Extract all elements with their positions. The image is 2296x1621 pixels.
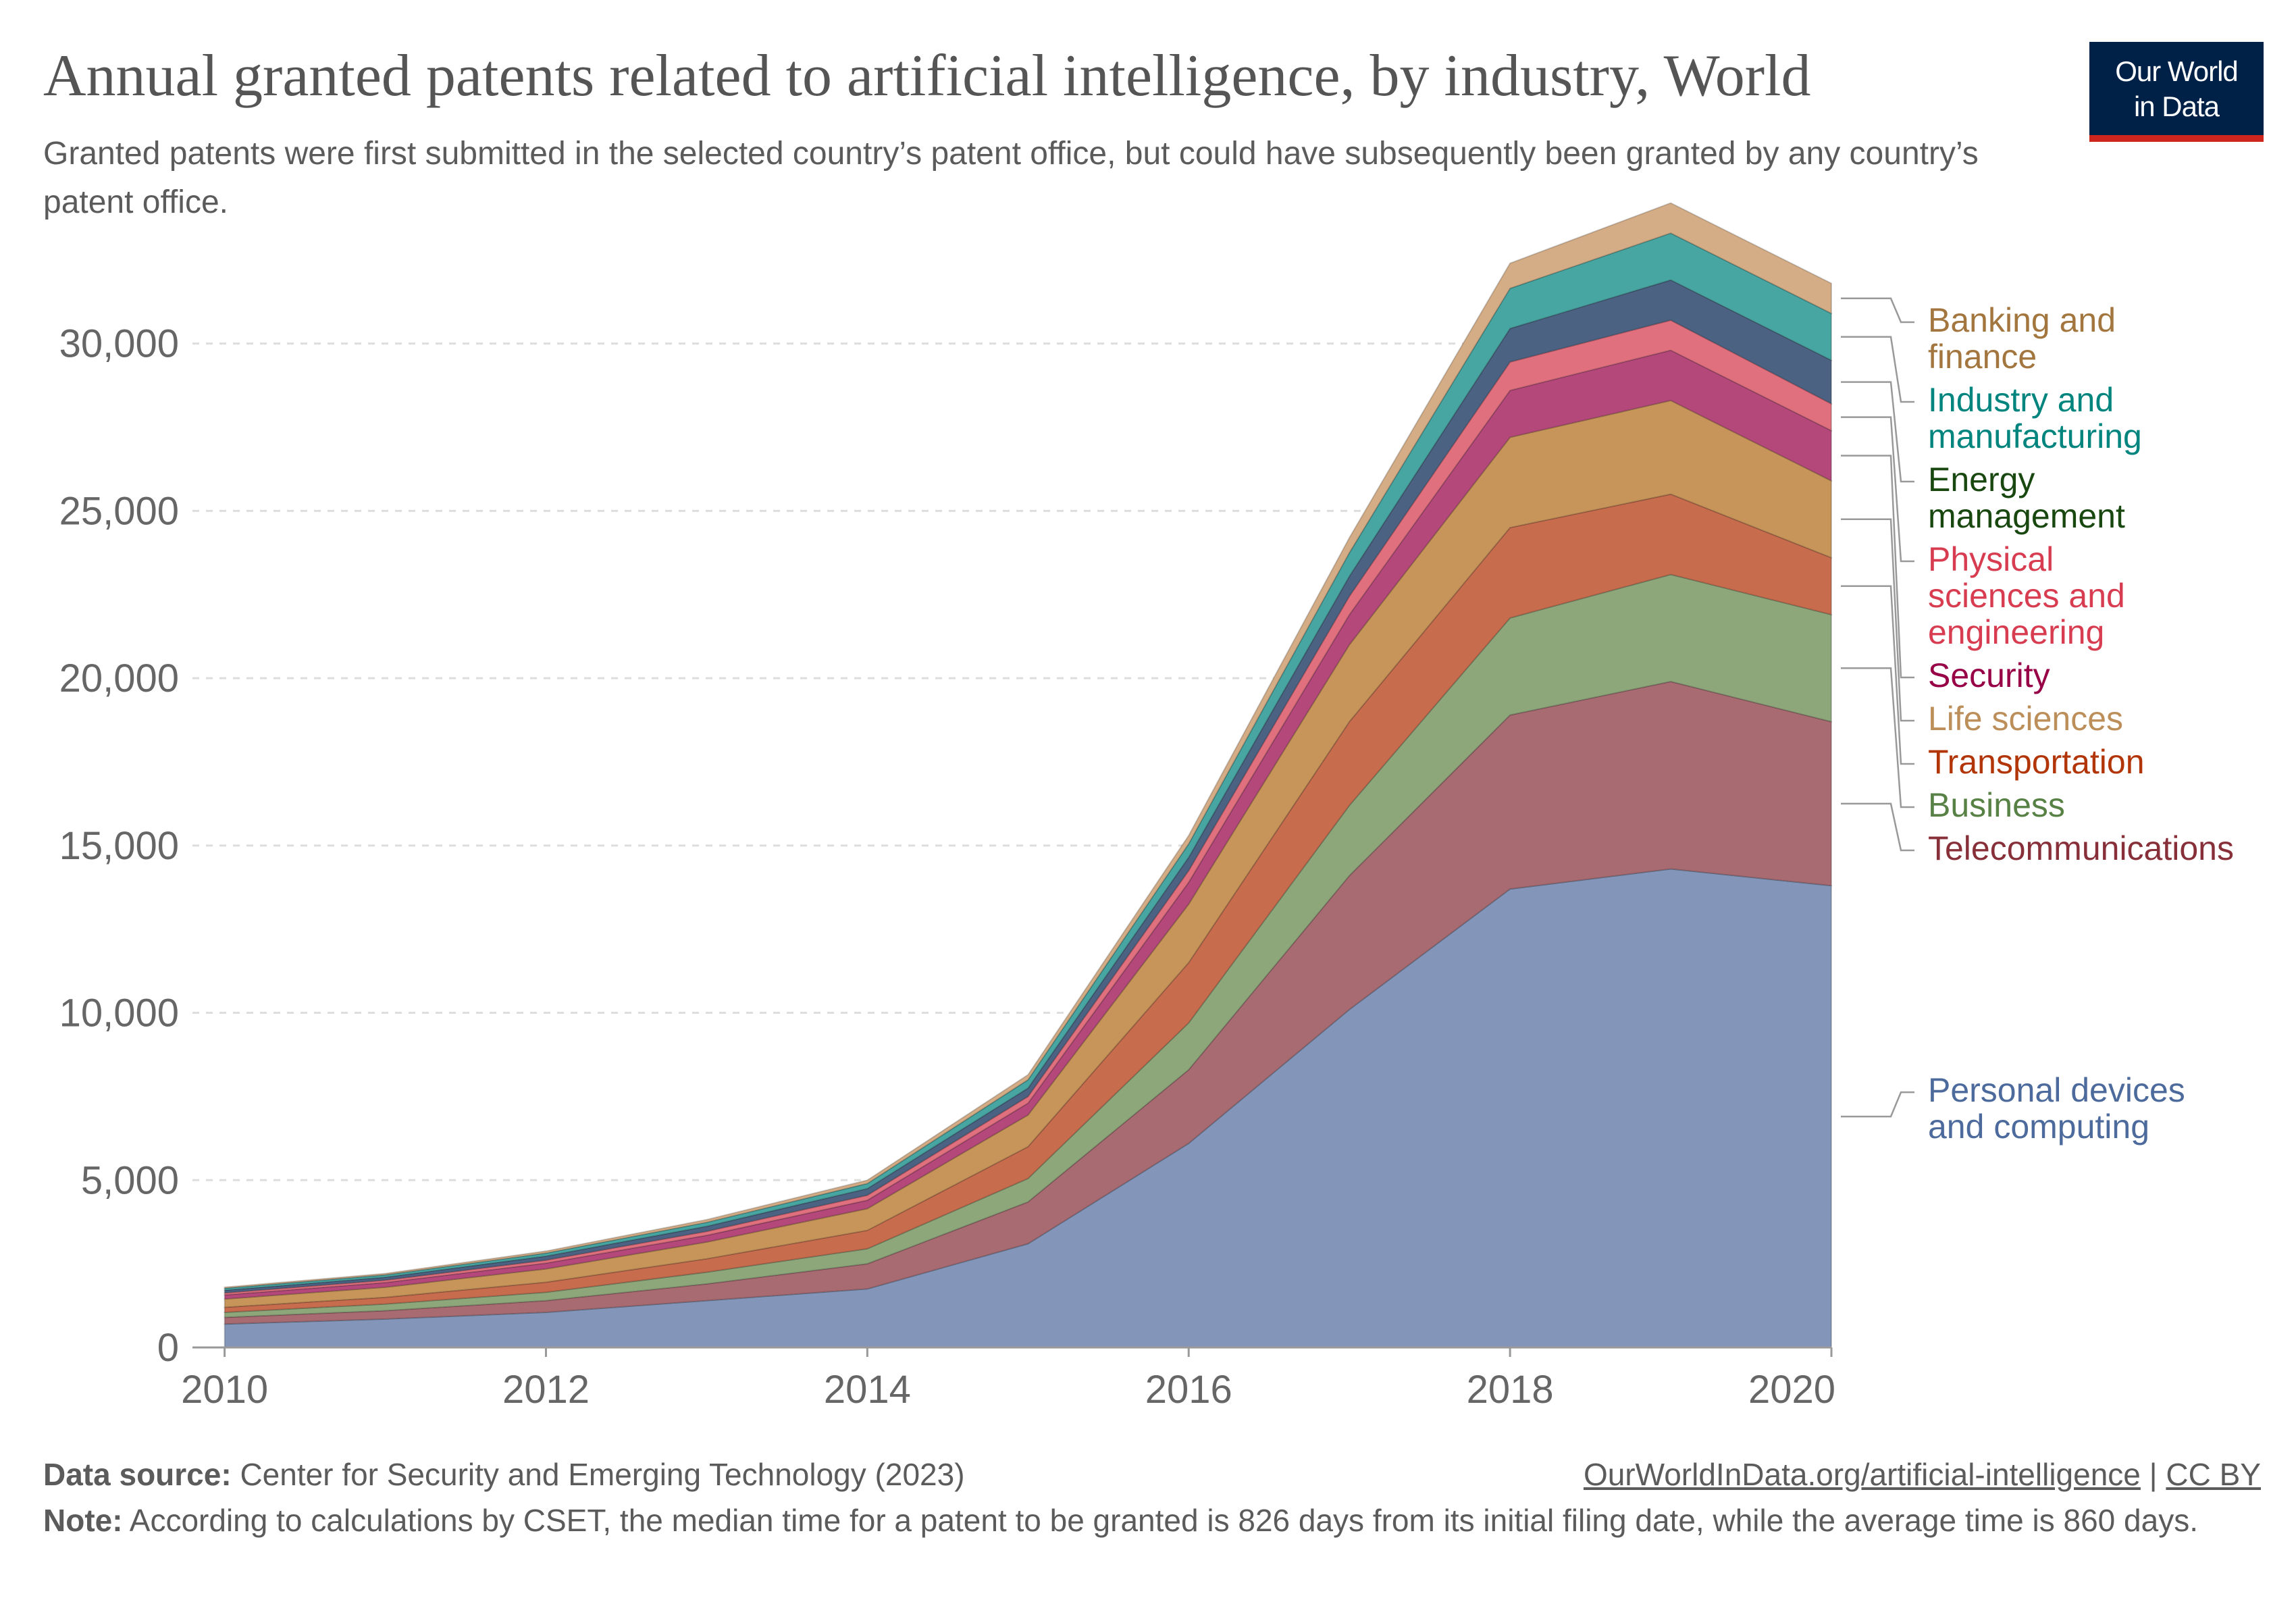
legend-label: Life sciences [1928,700,2123,738]
legend-connector [1841,299,1914,322]
chart-note: Note: According to calculations by CSET,… [43,1498,2245,1543]
legend-label: Industry andmanufacturing [1928,381,2142,455]
legend-label-line: Business [1928,786,2065,824]
source-text: Center for Security and Emerging Technol… [240,1457,964,1492]
legend-label-line: finance [1928,338,2037,376]
note-text: According to calculations by CSET, the m… [130,1503,2198,1538]
data-source: Data source: Center for Security and Eme… [43,1452,965,1497]
legend-label-line: engineering [1928,613,2104,651]
legend-label-line: Industry and [1928,381,2114,419]
legend-label-line: sciences and [1928,577,2125,615]
x-tick-label: 2010 [181,1368,268,1412]
legend-connector [1841,804,1914,850]
source-link[interactable]: OurWorldInData.org/artificial-intelligen… [1584,1457,2141,1492]
legend-connector [1841,417,1914,561]
legend-label-line: Life sciences [1928,700,2123,738]
legend-label: Personal devicesand computing [1928,1071,2185,1146]
y-tick-label: 30,000 [59,322,179,366]
credit-separator: | [2149,1457,2158,1492]
legend-connector [1841,456,1914,677]
legend-label-line: Energy [1928,461,2035,498]
legend-label-line: and computing [1928,1108,2149,1146]
y-tick-label: 5,000 [81,1158,179,1202]
y-tick-label: 15,000 [59,824,179,868]
legend-label: Energymanagement [1928,461,2125,535]
legend-label-line: Physical [1928,540,2054,578]
legend-label: Business [1928,786,2065,824]
y-tick-label: 25,000 [59,489,179,533]
series-legend: Banking andfinanceIndustry andmanufactur… [1841,299,2234,1146]
legend-label-line: Security [1928,657,2050,694]
legend-label-line: Banking and [1928,301,2116,339]
legend-connector [1841,382,1914,482]
note-label: Note: [43,1503,123,1538]
legend-label-line: Personal devices [1928,1071,2185,1109]
x-tick-label: 2020 [1748,1368,1835,1412]
legend-label: Telecommunications [1928,829,2234,867]
license-link[interactable]: CC BY [2166,1457,2261,1492]
y-tick-label: 20,000 [59,657,179,700]
legend-connector [1841,519,1914,721]
legend-label-line: Telecommunications [1928,829,2234,867]
legend-connector [1841,1092,1914,1116]
y-tick-label: 10,000 [59,992,179,1035]
y-tick-label: 0 [157,1326,179,1370]
credit: OurWorldInData.org/artificial-intelligen… [1584,1452,2261,1497]
legend-label-line: manufacturing [1928,417,2142,455]
x-tick-label: 2012 [502,1368,590,1412]
source-label: Data source: [43,1457,232,1492]
legend-item-personal-devices-and-computing[interactable]: Personal devicesand computing [1841,1071,2185,1146]
x-tick-label: 2016 [1145,1368,1232,1412]
legend-label: Transportation [1928,743,2145,781]
legend-connector [1841,337,1914,402]
legend-connector [1841,586,1914,764]
legend-label: Physicalsciences andengineering [1928,540,2125,651]
legend-label: Security [1928,657,2050,694]
x-tick-label: 2014 [824,1368,911,1412]
legend-label-line: management [1928,497,2125,535]
legend-label: Banking andfinance [1928,301,2116,376]
area-series [225,203,1831,1348]
legend-connector [1841,668,1914,807]
legend-label-line: Transportation [1928,743,2145,781]
x-tick-label: 2018 [1467,1368,1554,1412]
